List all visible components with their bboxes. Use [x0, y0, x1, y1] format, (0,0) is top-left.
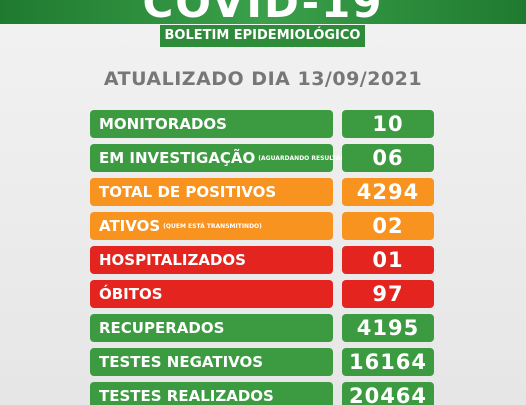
- stat-label-box: ÓBITOS: [90, 280, 333, 308]
- stat-label: EM INVESTIGAÇÃO: [99, 149, 256, 167]
- title: COVID-19: [142, 0, 384, 27]
- stat-note: (AGUARDANDO RESULTADO): [258, 154, 354, 162]
- stat-label-box: MONITORADOS: [90, 110, 333, 138]
- stat-value: 20464: [342, 382, 434, 405]
- stat-value: 4195: [342, 314, 434, 342]
- stat-value: 4294: [342, 178, 434, 206]
- stat-value: 16164: [342, 348, 434, 376]
- stat-label-box: TESTES REALIZADOS: [90, 382, 333, 405]
- stat-label-box: TESTES NEGATIVOS: [90, 348, 333, 376]
- subtitle: BOLETIM EPIDEMIOLÓGICO: [160, 25, 365, 47]
- stat-label-box: ATIVOS (QUEM ESTÁ TRANSMITINDO): [90, 212, 333, 240]
- stat-label: ATIVOS: [99, 217, 161, 235]
- updated-date: ATUALIZADO DIA 13/09/2021: [103, 68, 423, 90]
- stat-label: RECUPERADOS: [99, 319, 225, 337]
- stat-label: TESTES REALIZADOS: [99, 387, 274, 405]
- banner: [0, 0, 526, 24]
- stat-label: MONITORADOS: [99, 115, 227, 133]
- stat-label-box: EM INVESTIGAÇÃO (AGUARDANDO RESULTADO): [90, 144, 353, 172]
- stat-label: ÓBITOS: [99, 285, 163, 303]
- stat-label-box: RECUPERADOS: [90, 314, 333, 342]
- stat-label: HOSPITALIZADOS: [99, 251, 246, 269]
- stat-label-box: TOTAL DE POSITIVOS: [90, 178, 333, 206]
- stat-label-box: HOSPITALIZADOS: [90, 246, 333, 274]
- stat-note: (QUEM ESTÁ TRANSMITINDO): [163, 222, 262, 230]
- stat-value: 06: [342, 144, 434, 172]
- stat-label: TOTAL DE POSITIVOS: [99, 183, 277, 201]
- stat-label: TESTES NEGATIVOS: [99, 353, 264, 371]
- stat-value: 10: [342, 110, 434, 138]
- stat-value: 02: [342, 212, 434, 240]
- stat-value: 01: [342, 246, 434, 274]
- stat-value: 97: [342, 280, 434, 308]
